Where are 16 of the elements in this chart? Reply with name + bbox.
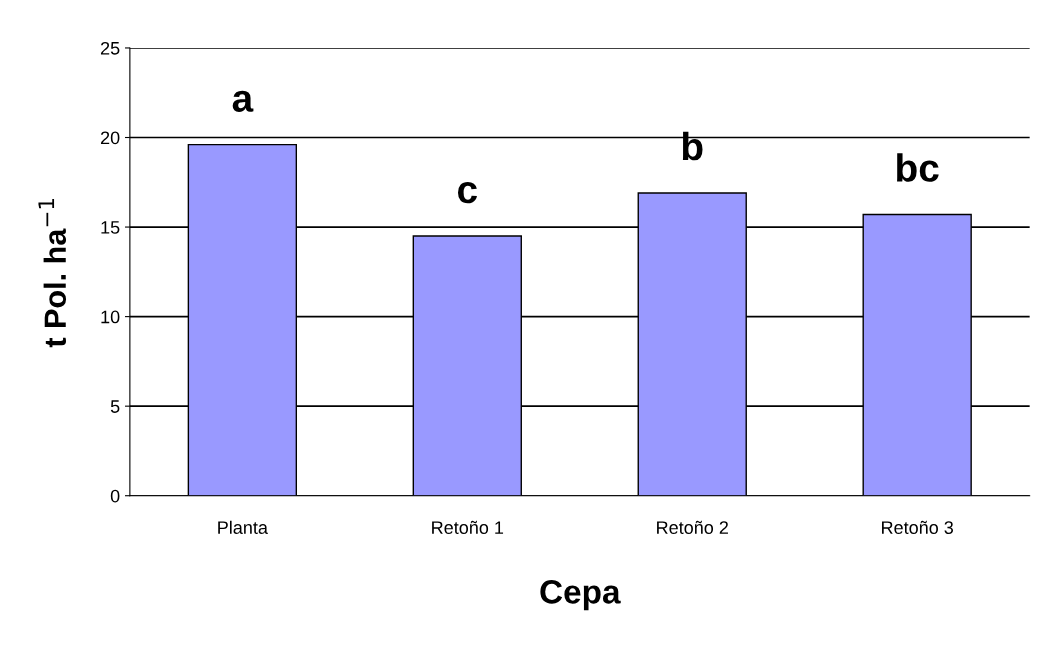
x-axis-title: Cepa [540, 580, 621, 611]
y-tick-label: 25 [100, 41, 120, 55]
x-tick-label: Planta [218, 520, 268, 534]
y-axis-title: t Pol. ha$^{−1}$ [38, 198, 67, 348]
y-tick-label: 0 [110, 489, 120, 503]
y-tick-label: 5 [110, 400, 120, 413]
y-tick-label: 15 [101, 221, 120, 234]
x-tick-label: Retoño 3 [882, 520, 954, 534]
annotation: bc [897, 153, 939, 182]
annotation: b [682, 131, 703, 161]
y-tick-label: 20 [100, 131, 120, 145]
annotation: a [232, 90, 254, 112]
annotation: c [458, 182, 477, 204]
x-tick-label: Retoño 1 [432, 520, 504, 534]
x-tick-label: Retoño 2 [657, 520, 728, 534]
y-tick-label: 10 [101, 310, 120, 324]
